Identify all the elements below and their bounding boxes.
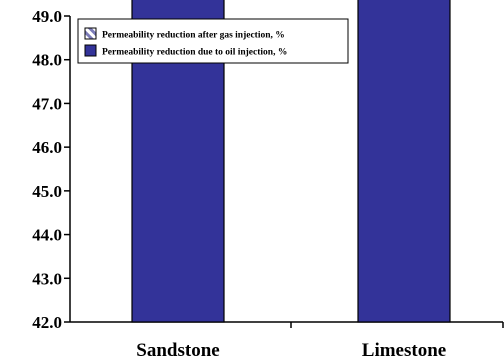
y-tick-label: 45.0 xyxy=(32,182,62,201)
x-category-label: Limestone xyxy=(362,340,446,356)
y-tick-label: 43.0 xyxy=(32,269,62,288)
y-tick-label: 46.0 xyxy=(32,138,62,157)
y-tick-label: 47.0 xyxy=(32,94,62,113)
legend-label: Permeability reduction after gas injecti… xyxy=(102,31,285,41)
y-tick-label: 44.0 xyxy=(32,226,62,245)
y-tick-label: 42.0 xyxy=(32,313,62,332)
y-tick-label: 49.0 xyxy=(32,7,62,26)
legend-box xyxy=(77,18,349,64)
x-category-label: Sandstone xyxy=(136,340,219,356)
y-tick-label: 48.0 xyxy=(32,51,62,70)
legend-swatch xyxy=(84,27,97,40)
legend-label: Permeability reduction due to oil inject… xyxy=(102,48,287,58)
legend: Permeability reduction after gas injecti… xyxy=(77,18,349,64)
bar-limestone-series-0 xyxy=(357,0,451,323)
legend-swatch xyxy=(84,44,97,57)
